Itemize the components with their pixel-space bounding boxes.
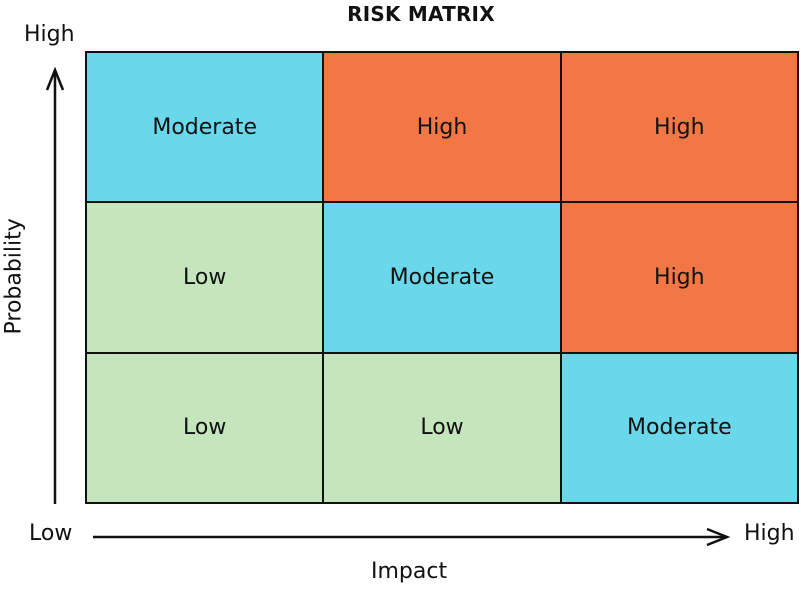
matrix-cell-low: Low <box>323 352 561 503</box>
matrix-cell-high: High <box>323 52 561 203</box>
x-axis-arrow-icon <box>93 527 731 547</box>
y-axis-arrow-icon <box>45 66 65 504</box>
matrix-cell-low: Low <box>86 202 324 353</box>
x-axis-low-label: Low <box>29 521 73 546</box>
x-axis-high-label: High <box>744 521 795 546</box>
matrix-cell-moderate: Moderate <box>560 352 798 503</box>
matrix-cell-high: High <box>560 202 798 353</box>
x-axis-label: Impact <box>371 559 448 584</box>
matrix-cell-low: Low <box>86 352 324 503</box>
chart-title-text: RISK MATRIX <box>347 2 495 26</box>
chart-title: RISK MATRIX <box>0 2 801 26</box>
y-axis-high-label: High <box>24 22 75 47</box>
risk-matrix-grid: Moderate High High Low Moderate High Low… <box>85 51 799 504</box>
matrix-cell-high: High <box>560 52 798 203</box>
matrix-cell-moderate: Moderate <box>86 52 324 203</box>
matrix-cell-moderate: Moderate <box>323 202 561 353</box>
